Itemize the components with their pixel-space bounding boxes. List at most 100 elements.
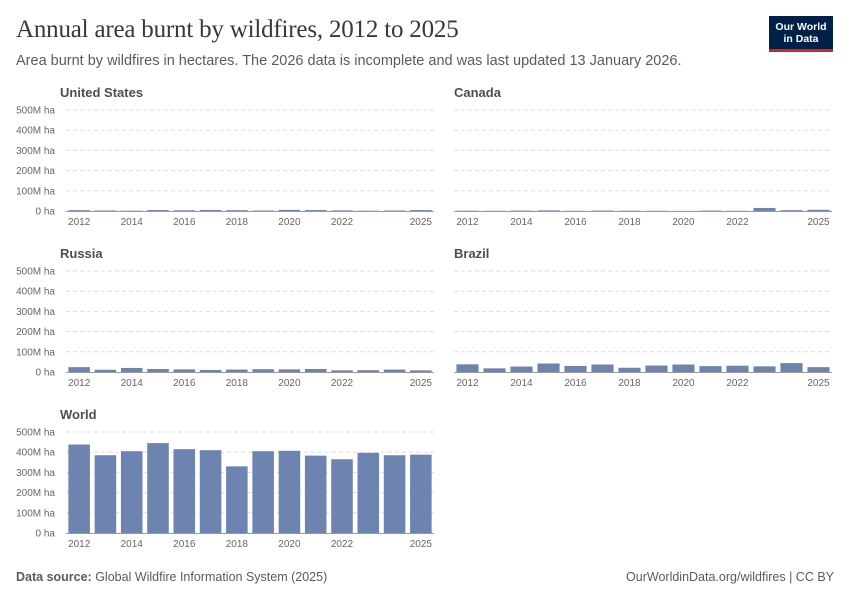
russia-bar-2013 [94,369,117,372]
united-states-x-tick-label: 2016 [173,217,196,228]
russia-bar-2022 [331,370,353,372]
canada-bar-2021 [699,210,722,212]
world-bar-2019 [252,451,274,533]
canada-x-tick-label: 2016 [564,217,587,228]
brazil-bar-2023 [753,366,776,372]
logo-line-2: in Data [783,33,819,45]
united-states-bar-2023 [357,210,380,212]
russia-bar-2020 [278,369,301,372]
united-states-bar-2014 [120,210,143,212]
russia-bar-2018 [226,369,248,372]
russia-bar-2014 [120,367,143,372]
russia-x-tick-label: 2025 [410,378,433,389]
canada-bar-2023 [753,207,776,211]
canada-x-tick-label: 2022 [726,217,749,228]
russia-panel-title: Russia [60,246,103,261]
world-y-tick-label: 300M ha [16,468,55,479]
united-states-bar-2012 [68,210,90,211]
canada-bar-2024 [780,210,803,211]
canada-x-tick-label: 2014 [510,217,533,228]
world-y-tick-label: 200M ha [16,488,55,499]
united-states-x-tick-label: 2025 [410,217,433,228]
brazil-bar-2017 [591,364,614,372]
brazil-bar-2013 [483,368,506,372]
canada-bar-2018 [618,210,641,212]
world-bar-2016 [173,449,196,533]
world-x-tick-label: 2022 [331,539,354,550]
russia-bar-2019 [252,369,274,372]
brazil-x-tick-label: 2022 [726,378,749,389]
brazil-bar-2016 [564,365,587,372]
world-bar-2020 [278,450,301,533]
world-bar-2024 [383,455,406,533]
russia-x-tick-label: 2012 [68,378,91,389]
russia-bar-2021 [304,368,327,372]
world-y-tick-label: 100M ha [16,508,55,519]
canada-x-tick-label: 2020 [672,217,695,228]
russia-y-tick-label: 300M ha [16,307,55,318]
united-states-y-tick-label: 400M ha [16,126,55,137]
united-states-bar-2015 [147,210,169,211]
russia-y-tick-label: 500M ha [16,267,55,278]
united-states-bar-2018 [226,210,248,211]
brazil-bar-2020 [672,364,695,372]
canada-bar-2017 [591,210,614,212]
russia-x-tick-label: 2016 [173,378,196,389]
brazil-bar-2018 [618,367,641,372]
united-states-y-tick-label: 100M ha [16,186,55,197]
data-source-label: Data source: [16,570,92,584]
world-y-tick-label: 500M ha [16,428,55,439]
canada-bar-2025 [807,209,830,211]
brazil-bar-2024 [780,363,803,372]
world-bar-2017 [199,450,222,533]
united-states-x-tick-label: 2020 [278,217,301,228]
footer-attribution-link[interactable]: OurWorldinData.org/wildfires | CC BY [626,570,834,584]
russia-y-tick-label: 400M ha [16,287,55,298]
brazil-bar-2021 [699,366,722,372]
brazil-bar-2014 [510,366,533,372]
canada-bar-2012 [456,210,479,212]
brazil-x-tick-label: 2025 [807,378,830,389]
russia-y-tick-label: 100M ha [16,347,55,358]
united-states-bar-2024 [383,210,406,212]
owid-logo[interactable]: Our World in Data [769,16,833,52]
russia-bar-2023 [357,370,380,372]
united-states-bar-2019 [252,210,274,212]
united-states-x-tick-label: 2012 [68,217,91,228]
russia-bar-2017 [199,369,222,372]
russia-bar-2025 [410,370,432,372]
united-states-bar-2017 [199,209,222,211]
chart-subtitle: Area burnt by wildfires in hectares. The… [16,53,682,69]
world-bar-2018 [226,466,248,533]
united-states-bar-2025 [410,210,432,211]
world-bar-2015 [147,443,169,533]
logo-line-1: Our World [775,21,827,33]
brazil-bar-2012 [456,364,479,372]
united-states-y-tick-label: 200M ha [16,166,55,177]
russia-x-tick-label: 2020 [278,378,301,389]
brazil-x-tick-label: 2020 [672,378,695,389]
united-states-bar-2016 [173,210,196,211]
data-source: Data source: Global Wildfire Information… [16,570,327,584]
brazil-bar-2022 [726,365,749,372]
brazil-x-tick-label: 2016 [564,378,587,389]
brazil-x-tick-label: 2018 [618,378,641,389]
canada-panel-title: Canada [454,85,502,100]
united-states-bar-2013 [94,210,117,212]
russia-x-tick-label: 2018 [226,378,249,389]
russia-bar-2015 [147,368,169,372]
united-states-y-tick-label: 0 ha [36,207,56,218]
world-bar-2021 [304,455,327,533]
brazil-x-tick-label: 2014 [510,378,533,389]
russia-x-tick-label: 2014 [121,378,144,389]
united-states-y-tick-label: 500M ha [16,106,55,117]
world-bar-2013 [94,455,117,533]
chart-title: Annual area burnt by wildfires, 2012 to … [16,16,459,43]
world-x-tick-label: 2012 [68,539,91,550]
canada-x-tick-label: 2018 [618,217,641,228]
brazil-panel-title: Brazil [454,246,489,261]
world-bar-2012 [68,444,90,533]
world-bar-2025 [410,454,432,533]
world-x-tick-label: 2020 [278,539,301,550]
